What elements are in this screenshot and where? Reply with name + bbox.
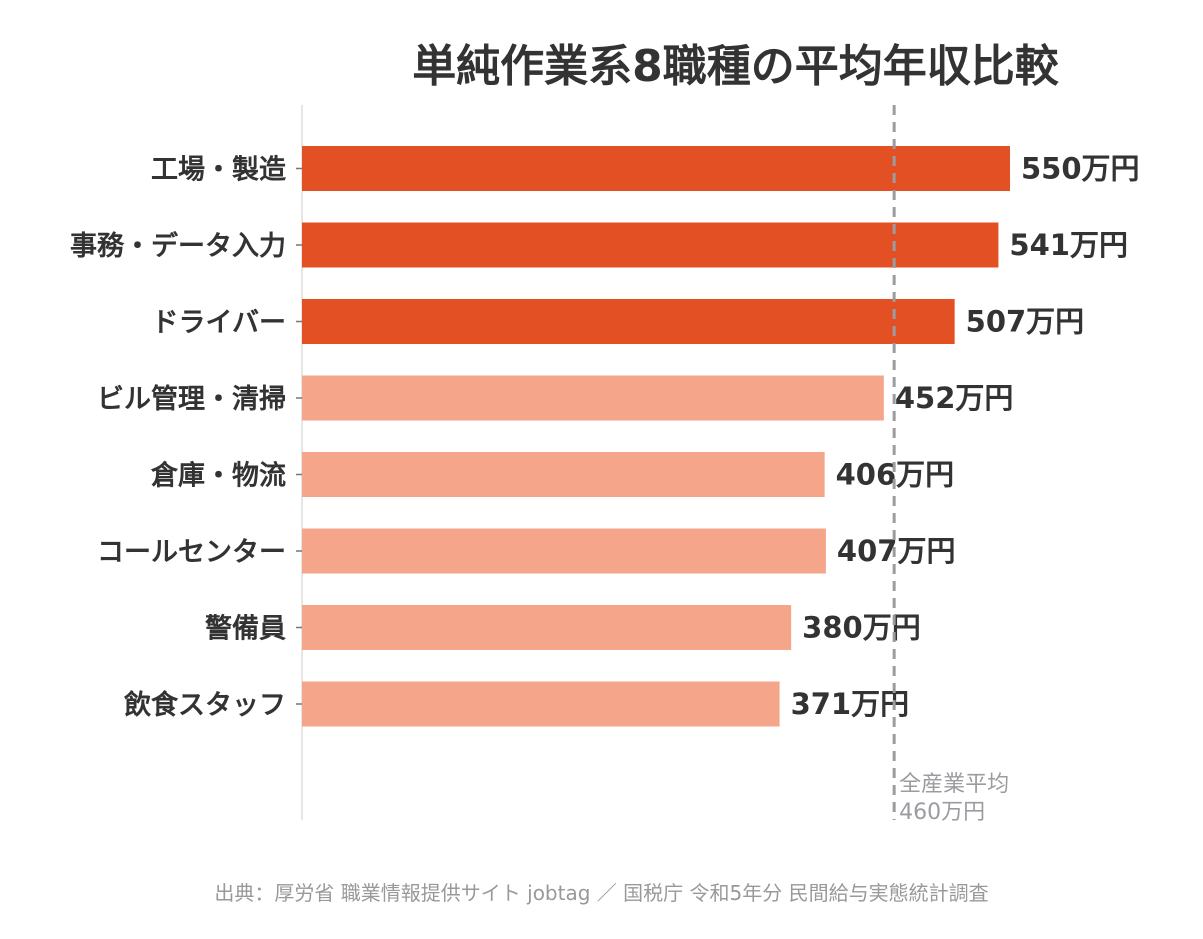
- value-label: 507万円: [966, 305, 1085, 339]
- category-label: 事務・データ入力: [70, 230, 286, 262]
- category-label: コールセンター: [97, 537, 286, 568]
- category-label: 警備員: [205, 613, 286, 645]
- value-label: 380万円: [802, 611, 921, 645]
- bar: [302, 375, 884, 421]
- category-label: 飲食スタッフ: [123, 689, 286, 721]
- bar: [302, 528, 826, 574]
- value-label: 550万円: [1021, 152, 1140, 186]
- chart-title: 単純作業系8職種の平均年収比較: [412, 41, 1059, 92]
- category-label: 倉庫・物流: [150, 460, 286, 492]
- value-label: 371万円: [791, 687, 910, 721]
- bar: [302, 605, 792, 650]
- category-label: 工場・製造: [151, 155, 286, 186]
- source-note: 出典：厚労省 職業情報提供サイト jobtag ／ 国税庁 令和5年分 民間給与…: [214, 881, 989, 905]
- category-label: ビル管理・清掃: [97, 384, 286, 415]
- bar: [302, 452, 825, 497]
- value-label: 407万円: [837, 534, 956, 568]
- value-label: 452万円: [895, 381, 1014, 415]
- category-label: ドライバー: [152, 308, 286, 339]
- bar: [302, 299, 955, 344]
- bar: [302, 146, 1010, 191]
- average-reference-value-label: 460万円: [899, 800, 985, 825]
- bar: [302, 681, 780, 727]
- value-label: 541万円: [1009, 228, 1128, 262]
- average-reference-label: 全産業平均: [899, 772, 1009, 797]
- bar: [302, 222, 999, 268]
